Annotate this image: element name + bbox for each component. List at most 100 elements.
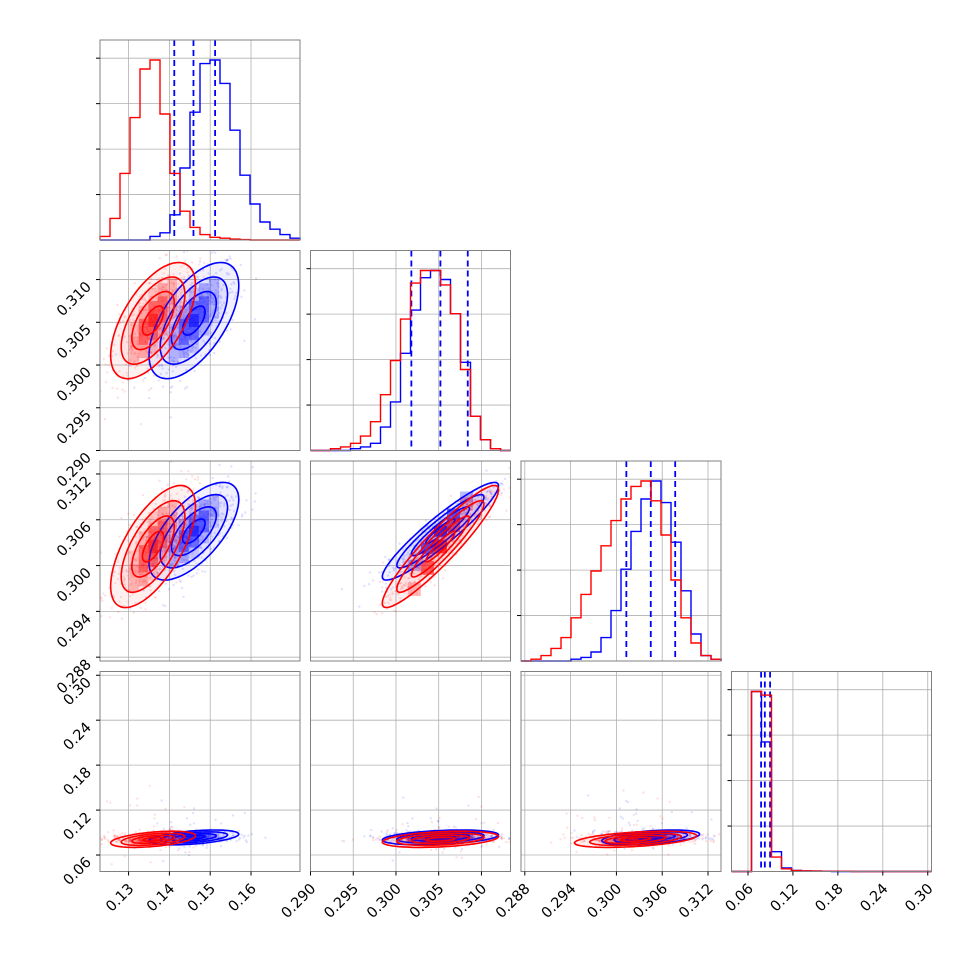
sample-point: [161, 367, 164, 370]
sample-point: [127, 334, 131, 338]
sample-point: [172, 482, 176, 485]
sample-point: [121, 388, 124, 391]
sample-point: [153, 343, 157, 347]
sample-point: [144, 349, 148, 353]
sample-point: [175, 541, 178, 544]
sample-point: [180, 557, 184, 560]
sample-point: [187, 854, 191, 857]
sample-point: [391, 859, 394, 862]
sample-point: [187, 470, 190, 473]
sample-point: [575, 850, 578, 854]
sample-point: [447, 825, 450, 828]
sample-point: [119, 320, 122, 323]
sample-point: [219, 294, 222, 297]
sample-point: [158, 287, 162, 290]
sample-point: [158, 479, 161, 482]
sample-point: [199, 257, 202, 260]
sample-point: [485, 469, 488, 472]
sample-point: [171, 370, 174, 373]
sample-point: [688, 840, 691, 843]
sample-point: [189, 350, 193, 353]
sample-point: [138, 301, 141, 305]
sample-point: [401, 823, 404, 826]
sample-point: [233, 282, 236, 285]
sample-point: [178, 517, 181, 521]
sample-point: [136, 342, 139, 345]
sample-point: [660, 822, 664, 825]
sample-point: [220, 296, 223, 299]
sample-point: [189, 516, 192, 520]
sample-point: [172, 316, 176, 319]
sample-point: [444, 569, 447, 572]
sample-point: [231, 814, 235, 817]
sample-point: [162, 827, 166, 831]
sample-point: [172, 282, 176, 286]
sample-point: [570, 842, 573, 845]
sample-point: [245, 499, 248, 502]
sample-point: [180, 290, 183, 293]
sample-point: [172, 570, 176, 573]
sample-point: [613, 830, 617, 834]
sample-point: [174, 288, 178, 291]
sample-point: [185, 817, 189, 820]
sample-point: [172, 334, 175, 337]
sample-point: [194, 844, 198, 847]
sample-point: [212, 297, 215, 300]
sample-point: [218, 501, 221, 504]
sample-point: [159, 849, 162, 852]
sample-point: [201, 843, 205, 847]
sample-point: [134, 352, 137, 355]
sample-point: [142, 302, 145, 305]
sample-point: [182, 351, 185, 355]
sample-point: [114, 353, 117, 356]
sample-point: [233, 297, 236, 300]
sample-point: [184, 351, 188, 355]
sample-point: [120, 617, 124, 620]
sample-point: [197, 496, 201, 499]
sample-point: [191, 475, 194, 478]
sample-point: [158, 327, 161, 331]
sample-point: [402, 796, 405, 799]
sample-point: [164, 582, 167, 585]
sample-point: [200, 547, 203, 550]
sample-point: [587, 794, 590, 797]
sample-point: [153, 817, 156, 820]
sample-point: [225, 311, 228, 315]
sample-point: [176, 536, 180, 539]
sample-point: [110, 606, 114, 610]
sample-point: [138, 828, 141, 831]
sample-point: [138, 295, 142, 298]
sample-point: [159, 327, 162, 330]
sample-point: [157, 328, 161, 331]
sample-point: [130, 347, 133, 350]
sample-point: [183, 535, 186, 538]
sample-point: [169, 356, 173, 359]
sample-point: [132, 513, 136, 517]
sample-point: [115, 387, 119, 390]
sample-point: [127, 378, 130, 382]
sample-point: [192, 807, 196, 810]
sample-point: [229, 504, 232, 507]
sample-point: [375, 613, 378, 616]
sample-point: [225, 329, 229, 332]
sample-point: [130, 345, 133, 348]
sample-point: [176, 295, 180, 298]
sample-point: [224, 258, 227, 262]
sample-point: [182, 313, 185, 316]
sample-point: [190, 291, 193, 294]
sample-point: [632, 823, 636, 827]
sample-point: [184, 533, 187, 537]
sample-point: [226, 273, 229, 276]
sample-point: [129, 804, 132, 807]
sample-point: [188, 845, 191, 848]
sample-point: [158, 589, 161, 593]
sample-point: [161, 565, 164, 568]
sample-point: [178, 531, 182, 534]
sample-point: [123, 316, 126, 319]
sample-point: [229, 257, 232, 260]
sample-point: [219, 845, 223, 848]
sample-point: [505, 509, 508, 512]
sample-point: [216, 316, 219, 319]
sample-point: [202, 269, 205, 272]
sample-point: [153, 813, 157, 816]
